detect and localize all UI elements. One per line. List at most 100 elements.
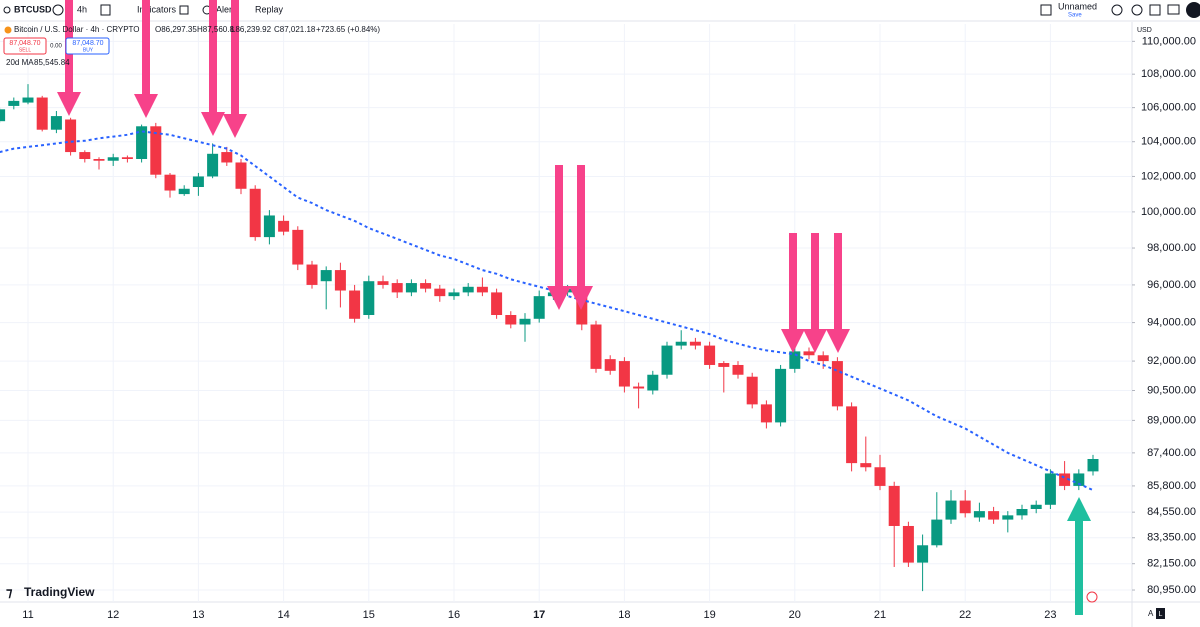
coin-icon <box>4 26 12 34</box>
add-symbol[interactable] <box>52 4 64 16</box>
candle-body <box>349 290 361 319</box>
ma-name: 20d MA <box>6 58 34 67</box>
ohlc-high: H87,560.8 <box>197 25 234 34</box>
symbol[interactable]: BTCUSD <box>14 4 52 14</box>
candle-body <box>50 116 62 130</box>
candle-body <box>1073 473 1085 486</box>
snapshot[interactable] <box>1167 4 1180 15</box>
candle-body <box>505 314 517 325</box>
x-tick-label: 23 <box>1044 609 1056 621</box>
candle-body <box>860 463 872 468</box>
candle-body <box>0 109 6 122</box>
candle-body <box>405 283 417 293</box>
ohlc-change: +723.65 (+0.84%) <box>316 25 380 34</box>
sell-button[interactable] <box>3 37 47 55</box>
alert[interactable]: Alert <box>216 4 235 14</box>
candle-body <box>462 286 474 293</box>
layout-name[interactable]: Unnamed <box>1058 1 1097 11</box>
candle-body <box>618 361 630 387</box>
candle-body <box>661 345 673 375</box>
layout-icon[interactable] <box>1040 4 1052 16</box>
arrow <box>555 165 563 286</box>
candle-body <box>420 283 432 289</box>
candle-body <box>633 386 645 389</box>
x-tick-label: 12 <box>107 609 119 621</box>
x-tick-label: 11 <box>22 609 33 621</box>
candle-body <box>817 355 829 362</box>
candle-body <box>533 296 545 319</box>
y-tick-label: 104,000.00 <box>1141 136 1196 148</box>
candle-body <box>732 364 744 375</box>
arrow <box>1075 520 1083 615</box>
candle-body <box>178 188 190 195</box>
candle-body <box>107 157 119 161</box>
candle-body <box>221 152 233 163</box>
candle-body <box>1030 504 1042 510</box>
sell-label[interactable]: SELL <box>19 47 31 53</box>
log-scale-letter[interactable]: L <box>1159 611 1163 618</box>
arrow-head <box>781 329 805 353</box>
x-tick-label: 14 <box>277 609 289 621</box>
candle-body <box>164 174 176 191</box>
search[interactable] <box>1111 4 1123 16</box>
x-tick-label: 21 <box>874 609 886 621</box>
instrument: Bitcoin / U.S. Dollar · 4h · CRYPTO <box>14 25 140 34</box>
candle-body <box>249 188 261 238</box>
x-tick-label: 17 <box>533 609 545 621</box>
auto-scale[interactable]: A <box>1148 609 1154 618</box>
grid <box>0 24 1132 602</box>
y-tick-label: 94,000.00 <box>1147 317 1196 329</box>
candle-body <box>93 158 105 161</box>
sync-icon[interactable] <box>1086 591 1098 603</box>
arrow <box>834 233 842 329</box>
toolbar <box>0 0 1200 21</box>
log-scale-toggle[interactable] <box>1156 608 1165 619</box>
x-tick-label: 18 <box>618 609 630 621</box>
arrow-head <box>201 112 225 136</box>
interval[interactable]: 4h <box>77 4 87 14</box>
templates[interactable] <box>179 5 189 15</box>
indicators[interactable]: Indicators <box>137 4 177 14</box>
currency: USD <box>1137 27 1152 34</box>
candle-body <box>377 281 389 285</box>
candle-body <box>278 220 290 232</box>
candle-body <box>192 176 204 188</box>
y-tick-label: 108,000.00 <box>1141 68 1196 80</box>
candle-body <box>1044 473 1056 505</box>
sell-price[interactable]: 87,048.70 <box>9 40 40 47</box>
candle-body <box>292 229 304 265</box>
arrow <box>789 233 797 329</box>
candle-body <box>1059 473 1071 486</box>
candle-body <box>604 359 616 371</box>
buy-price[interactable]: 87,048.70 <box>72 40 103 47</box>
chart-type[interactable] <box>100 4 111 16</box>
buy-button[interactable] <box>65 37 110 55</box>
plot <box>0 84 1099 592</box>
candle-body <box>760 404 772 423</box>
y-tick-label: 92,000.00 <box>1147 355 1196 367</box>
arrow-head <box>57 92 81 116</box>
buy-label[interactable]: BUY <box>83 47 94 53</box>
x-tick-label: 16 <box>448 609 460 621</box>
candle-body <box>746 376 758 405</box>
y-tick-label: 85,800.00 <box>1147 480 1196 492</box>
candle-body <box>590 324 602 369</box>
candle-body <box>1016 509 1028 516</box>
fullscreen[interactable] <box>1149 4 1161 16</box>
replay[interactable]: Replay <box>255 4 284 14</box>
arrow-head <box>826 329 850 353</box>
candle-body <box>789 351 801 369</box>
candle-body <box>22 97 34 103</box>
candle-body <box>136 126 148 159</box>
candle-body <box>476 286 488 293</box>
moving-average <box>0 130 1094 492</box>
candle-body <box>902 525 914 563</box>
search-icon[interactable] <box>3 6 11 14</box>
arrow-head <box>547 286 571 310</box>
publish[interactable] <box>1186 2 1200 18</box>
y-tick-label: 80,950.00 <box>1147 584 1196 596</box>
save[interactable]: Save <box>1068 13 1082 19</box>
settings[interactable] <box>1131 4 1143 16</box>
candle-body <box>434 288 446 297</box>
